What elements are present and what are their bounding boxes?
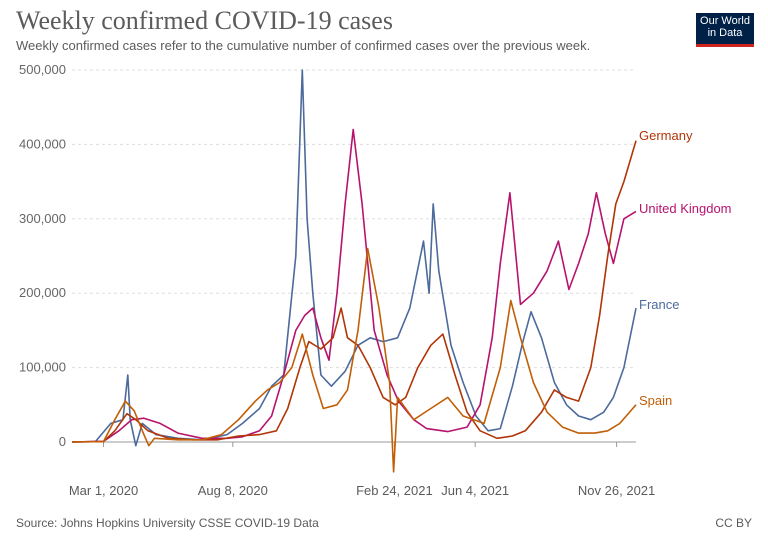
- y-tick-label: 400,000: [19, 136, 66, 151]
- x-tick-label: Jun 4, 2021: [441, 483, 509, 498]
- y-tick-label: 200,000: [19, 285, 66, 300]
- grid-lines: [72, 69, 636, 443]
- series-line-spain: [71, 247, 637, 473]
- series-label-germany: Germany: [639, 128, 693, 143]
- x-tick-label: Nov 26, 2021: [578, 483, 655, 498]
- chart-subtitle: Weekly confirmed cases refer to the cumu…: [16, 38, 591, 53]
- y-axis-ticks: 0 100,000 200,000 300,000 400,000 500,000: [19, 62, 66, 449]
- x-tick-label: Aug 8, 2020: [198, 483, 268, 498]
- owid-logo[interactable]: Our World in Data: [696, 13, 754, 47]
- logo-line-2: in Data: [707, 27, 743, 39]
- x-tick-label: Feb 24, 2021: [356, 483, 433, 498]
- series-label-united-kingdom: United Kingdom: [639, 201, 732, 216]
- x-tick-label: Mar 1, 2020: [69, 483, 138, 498]
- license-label[interactable]: CC BY: [715, 516, 752, 530]
- series-label-france: France: [639, 297, 679, 312]
- y-tick-label: 0: [59, 434, 66, 449]
- chart-title: Weekly confirmed COVID-19 cases: [16, 6, 393, 35]
- source-note: Source: Johns Hopkins University CSSE CO…: [16, 516, 319, 530]
- series-label-spain: Spain: [639, 393, 672, 408]
- y-tick-label: 300,000: [19, 211, 66, 226]
- y-tick-label: 500,000: [19, 62, 66, 77]
- series-line-germany: [71, 140, 637, 443]
- logo-line-1: Our World: [700, 15, 750, 27]
- series-labels: France United Kingdom Germany Spain: [639, 128, 732, 408]
- y-tick-label: 100,000: [19, 360, 66, 375]
- series-lines: [71, 69, 637, 473]
- x-axis-ticks: Mar 1, 2020 Aug 8, 2020 Feb 24, 2021 Jun 4,…: [69, 442, 655, 498]
